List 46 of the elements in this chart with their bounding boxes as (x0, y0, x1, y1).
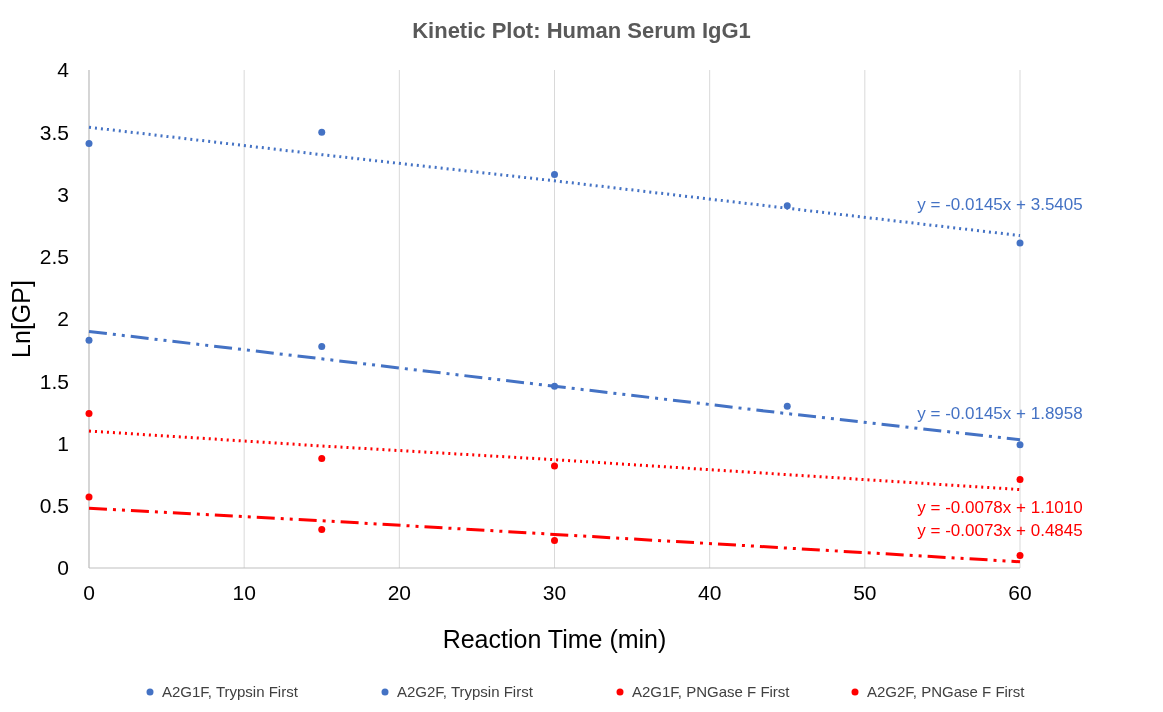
x-tick-label: 60 (1008, 581, 1032, 604)
point (318, 128, 326, 136)
point (85, 336, 93, 344)
annotation: y = -0.0073x + 0.4845 (917, 520, 1083, 540)
x-axis-title: Reaction Time (min) (442, 625, 667, 653)
point (85, 410, 93, 418)
x-tick-label: 20 (387, 581, 412, 604)
y-axis-title: Ln[GP] (7, 280, 35, 358)
y-tick-label: 3.5 (39, 120, 69, 144)
y-tick-label: 4 (57, 58, 70, 82)
y-tick-label: 0 (57, 556, 69, 580)
point (1016, 476, 1024, 484)
point (1016, 239, 1024, 247)
point (318, 342, 326, 350)
legend-label: A2G1F, PNGase F First (632, 683, 791, 701)
chart-title: Kinetic Plot: Human Serum IgG1 (412, 18, 751, 43)
legend-label: A2G1F, Trypsin First (162, 683, 299, 701)
point (318, 525, 326, 533)
point (551, 462, 558, 470)
point (85, 139, 93, 147)
annotation: y = -0.0145x + 3.5405 (917, 194, 1083, 214)
point (783, 402, 791, 410)
y-tick-label: 2 (57, 307, 69, 331)
x-tick-label: 10 (232, 581, 256, 604)
point (318, 454, 326, 462)
point (85, 493, 93, 501)
x-tick-label: 50 (853, 581, 877, 604)
y-tick-label: 2.5 (39, 245, 69, 269)
x-tick-label: 30 (542, 581, 567, 604)
point (551, 537, 558, 545)
point (783, 202, 791, 210)
point (551, 171, 558, 179)
line-series (87, 429, 1022, 492)
point (551, 382, 558, 390)
x-tick-label: 40 (697, 581, 722, 604)
y-tick-label: 3 (57, 182, 69, 206)
y-tick-label: 1 (57, 431, 69, 455)
annotation: y = -0.0145x + 1.8958 (917, 403, 1083, 423)
point (1016, 441, 1024, 449)
y-tick-label: 0.5 (39, 494, 69, 518)
y-tick-label: 1.5 (39, 369, 69, 393)
annotation: y = -0.0078x + 1.1010 (917, 497, 1083, 517)
x-tick-label: 0 (83, 581, 95, 604)
legend-label: A2G2F, Trypsin First (397, 683, 534, 701)
point (1016, 552, 1024, 560)
legend-label: A2G2F, PNGase F First (867, 683, 1026, 701)
